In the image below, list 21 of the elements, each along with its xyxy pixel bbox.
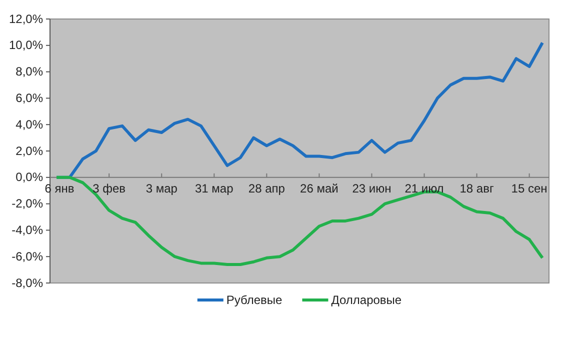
legend-label: Долларовые <box>331 293 402 307</box>
y-tick-label: 10,0% <box>8 38 44 52</box>
x-tick-label: 26 май <box>300 181 338 196</box>
legend-label: Рублевые <box>226 293 283 307</box>
x-tick-label: 3 мар <box>146 181 178 196</box>
y-tick-label: 2,0% <box>16 144 44 158</box>
y-tick-label: -6,0% <box>12 249 44 264</box>
y-tick-label: 8,0% <box>16 64 44 79</box>
x-tick-label: 31 мар <box>195 181 234 196</box>
x-tick-label: 3 фев <box>92 181 126 196</box>
y-tick-label: -2,0% <box>12 196 44 211</box>
y-tick-label: -8,0% <box>12 276 44 290</box>
y-tick-label: -4,0% <box>12 223 44 238</box>
x-tick-label: 23 июн <box>352 181 392 196</box>
y-tick-label: 0,0% <box>16 170 44 184</box>
y-tick-label: 6,0% <box>16 91 44 106</box>
x-tick-label: 28 апр <box>248 181 286 196</box>
y-tick-label: 4,0% <box>16 117 44 132</box>
x-tick-label: 15 сен <box>511 181 548 196</box>
x-tick-label: 18 авг <box>460 181 494 196</box>
y-tick-label: 12,0% <box>8 12 44 26</box>
